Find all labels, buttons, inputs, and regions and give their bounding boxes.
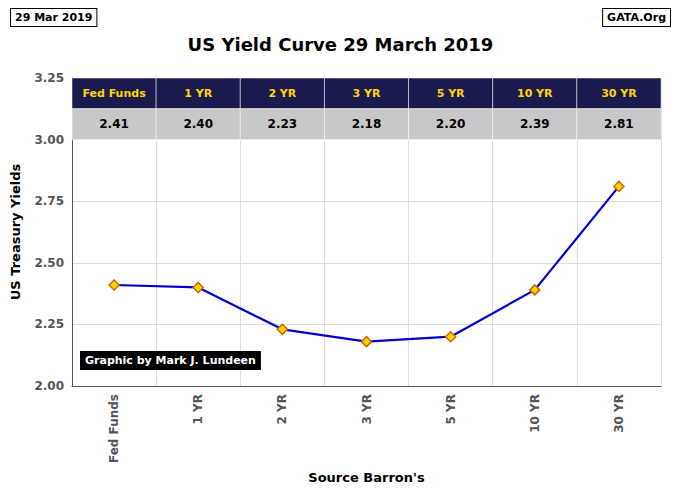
svg-text:2 YR: 2 YR: [268, 87, 296, 100]
svg-text:Source Barron's: Source Barron's: [308, 470, 425, 485]
svg-text:3.25: 3.25: [34, 71, 64, 85]
svg-text:2.81: 2.81: [604, 117, 634, 131]
svg-text:2.40: 2.40: [183, 117, 213, 131]
svg-text:3 YR: 3 YR: [360, 394, 374, 424]
svg-text:3.00: 3.00: [34, 133, 64, 147]
svg-text:2 YR: 2 YR: [275, 394, 289, 424]
svg-text:1 YR: 1 YR: [184, 87, 212, 100]
svg-text:Fed Funds: Fed Funds: [107, 394, 121, 463]
svg-text:US Treasury Yields: US Treasury Yields: [8, 164, 23, 301]
svg-text:2.25: 2.25: [34, 317, 64, 331]
svg-text:30 YR: 30 YR: [601, 87, 637, 100]
svg-text:US Yield Curve 29 March 2019: US Yield Curve 29 March 2019: [188, 34, 494, 55]
svg-text:29 Mar 2019: 29 Mar 2019: [15, 11, 92, 24]
svg-text:2.20: 2.20: [436, 117, 466, 131]
svg-text:10 YR: 10 YR: [528, 394, 542, 433]
svg-text:2.00: 2.00: [34, 379, 64, 393]
svg-text:GATA.Org: GATA.Org: [607, 11, 666, 24]
svg-text:3 YR: 3 YR: [353, 87, 381, 100]
svg-text:Graphic by Mark J. Lundeen: Graphic by Mark J. Lundeen: [85, 354, 256, 367]
svg-text:2.50: 2.50: [34, 256, 64, 270]
svg-text:5 YR: 5 YR: [444, 394, 458, 424]
svg-text:2.39: 2.39: [520, 117, 550, 131]
svg-text:30 YR: 30 YR: [612, 394, 626, 433]
svg-text:2.75: 2.75: [34, 194, 64, 208]
svg-text:Fed Funds: Fed Funds: [82, 87, 146, 100]
svg-text:2.23: 2.23: [268, 117, 298, 131]
svg-text:1 YR: 1 YR: [191, 394, 205, 424]
svg-text:10 YR: 10 YR: [517, 87, 553, 100]
svg-text:2.18: 2.18: [352, 117, 382, 131]
svg-text:2.41: 2.41: [99, 117, 129, 131]
svg-text:5 YR: 5 YR: [437, 87, 465, 100]
